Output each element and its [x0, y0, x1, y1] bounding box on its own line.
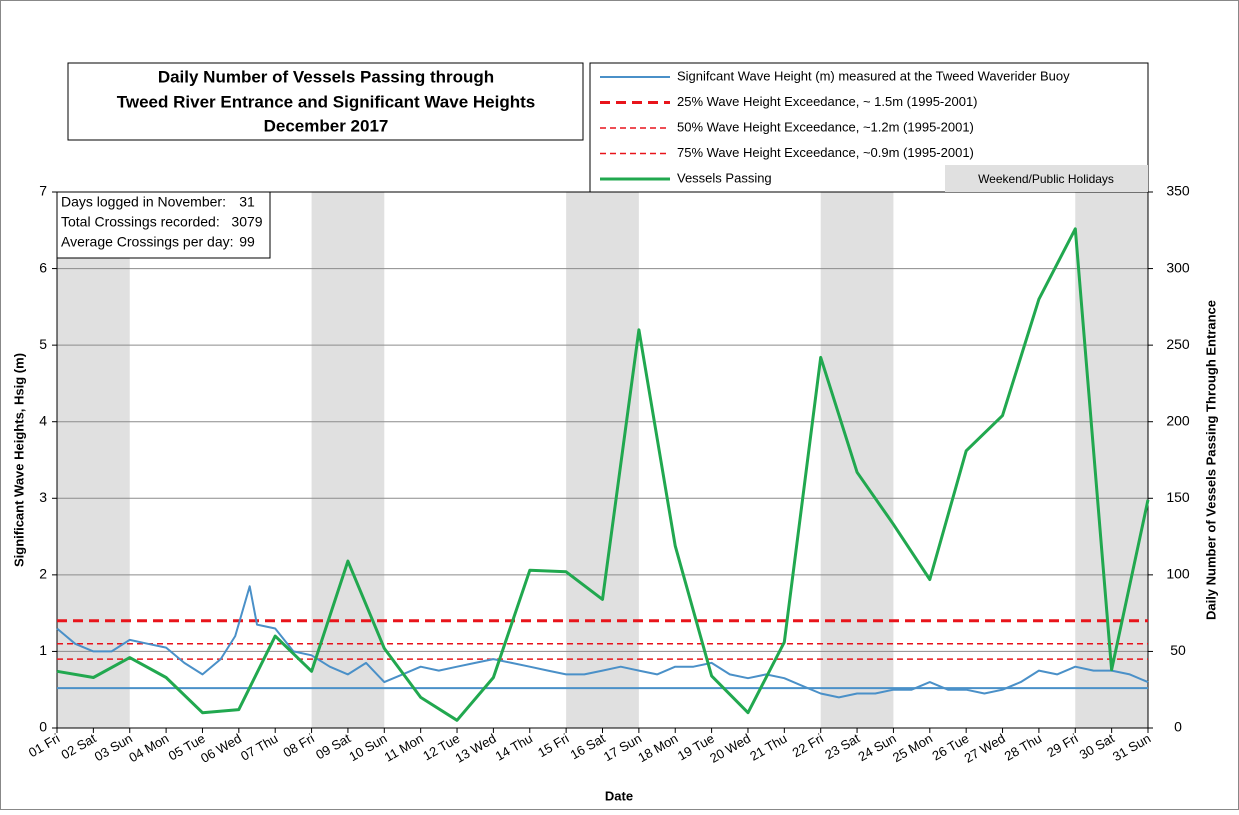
series-line: [56, 585, 1149, 699]
y-tick-label: 2: [39, 566, 47, 582]
series-line: [56, 227, 1150, 722]
shaded-range: [566, 192, 639, 728]
y2-tick-label: 200: [1166, 412, 1190, 428]
y2-tick-label: 100: [1166, 566, 1190, 582]
y2-tick-label: 300: [1166, 259, 1190, 275]
stats-label: Total Crossings recorded:: [61, 214, 220, 230]
shaded-range: [820, 192, 894, 728]
y-tick-label: 5: [39, 336, 47, 352]
y-tick-label: 1: [39, 642, 47, 658]
stats-value: 99: [239, 234, 255, 250]
y-tick-label: 0: [39, 719, 47, 735]
chart-title: Daily Number of Vessels Passing through: [158, 67, 494, 86]
y2-tick-label: 150: [1166, 489, 1190, 505]
overlay-layer: Days logged in November: 31 Total Crossing…: [56, 62, 1149, 259]
y2-tick-label: 50: [1170, 642, 1186, 658]
chart-title: Tweed River Entrance and Significant Wav…: [117, 92, 535, 111]
stats-value: 31: [239, 194, 255, 210]
legend-label: 25% Wave Height Exceedance, ~ 1.5m (1995…: [677, 94, 978, 109]
legend-label: 75% Wave Height Exceedance, ~0.9m (1995-…: [677, 145, 974, 160]
chart-title: December 2017: [264, 116, 389, 135]
stats-label: Days logged in November:: [61, 194, 226, 210]
y2-tick-label: 250: [1166, 336, 1190, 352]
y2-axis-label: Daily Number of Vessels Passing Through …: [1203, 300, 1218, 620]
y-axis-label: Significant Wave Heights, Hsig (m): [11, 353, 26, 567]
y2-tick-label: 350: [1166, 183, 1190, 199]
legend-label: 50% Wave Height Exceedance, ~1.2m (1995-…: [677, 119, 974, 134]
stats-label: Average Crossings per day:: [61, 234, 234, 250]
stats-box: [56, 191, 271, 259]
shaded-range: [311, 192, 385, 728]
y-tick-label: 7: [39, 183, 47, 199]
stats-value: 3079: [231, 214, 262, 230]
plot-layer: [56, 227, 1150, 722]
legend-label: Vessels Passing: [677, 170, 772, 185]
y-tick-label: 3: [39, 489, 47, 505]
x-axis-label: Date: [605, 788, 633, 803]
legend-label: Weekend/Public Holidays: [978, 172, 1114, 186]
legend-swatch: [945, 165, 1148, 192]
y-tick-label: 4: [39, 412, 47, 428]
y2-tick-label: 0: [1174, 719, 1182, 735]
title-box: [67, 62, 584, 141]
shaded-range: [1075, 192, 1148, 728]
legend-label: Signifcant Wave Height (m) measured at t…: [677, 68, 1070, 83]
y-tick-label: 6: [39, 259, 47, 275]
